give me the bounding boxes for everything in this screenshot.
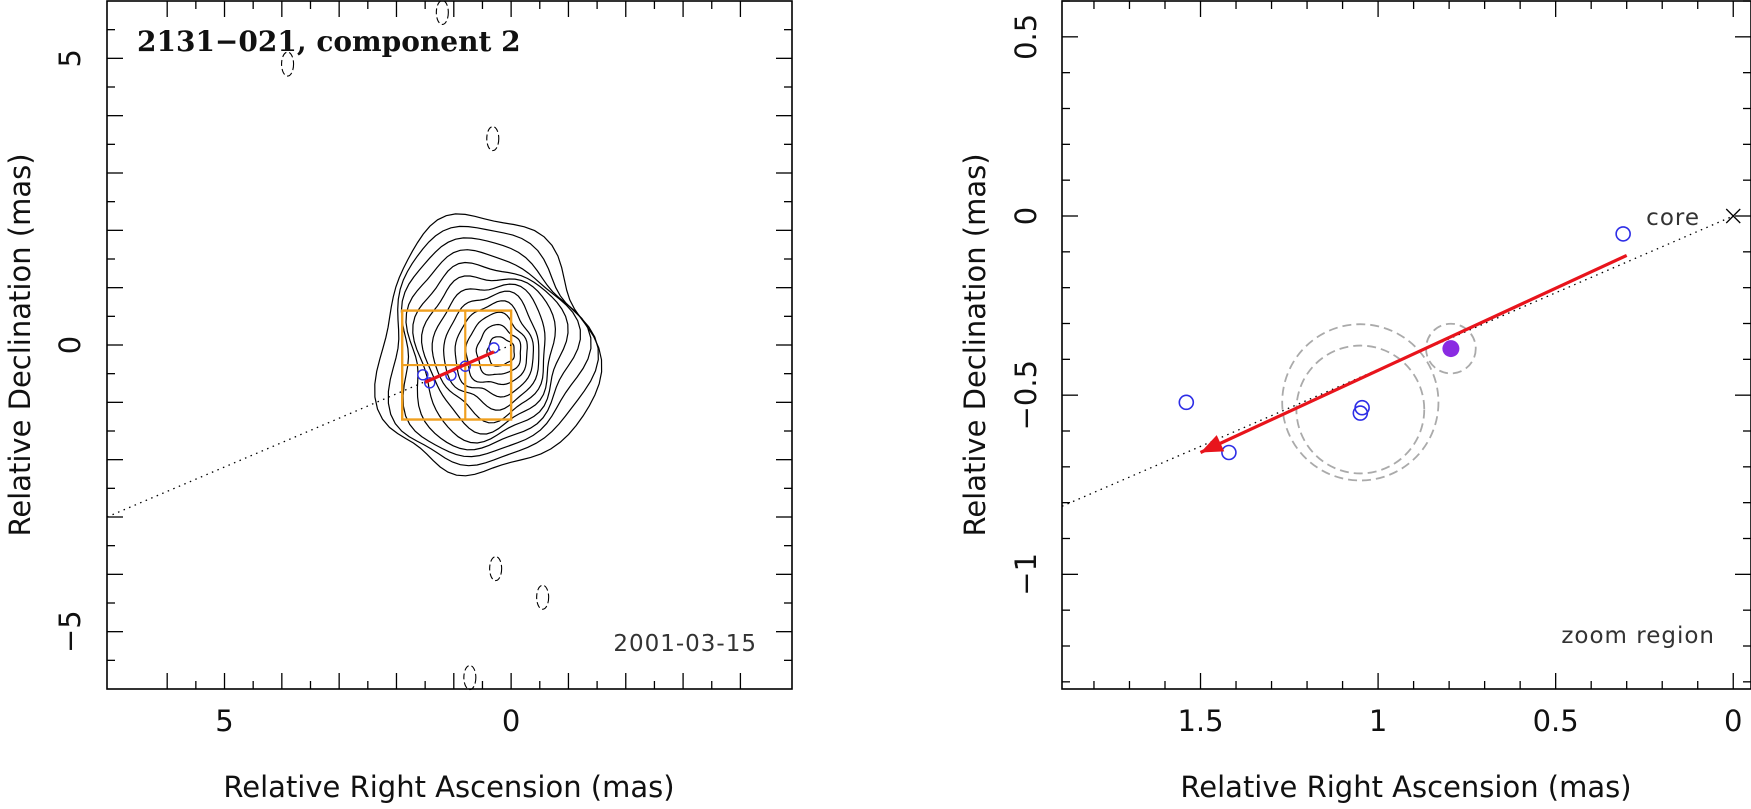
y-tick-label: 0.5 bbox=[1009, 14, 1043, 60]
component-marker bbox=[1178, 394, 1195, 411]
p2-ticks: 1.5 1 0.5 0 0.5 0 −0.5 −1 bbox=[1009, 0, 1751, 738]
core-label: core bbox=[1646, 205, 1700, 231]
component-marker bbox=[1615, 226, 1631, 242]
p1-x-axis-title: Relative Right Ascension (mas) bbox=[223, 770, 674, 804]
uncertainty-circle bbox=[1295, 344, 1426, 475]
p2-data-layer bbox=[1061, 208, 1741, 507]
x-tick-label: 0 bbox=[1724, 704, 1742, 738]
negative-contour bbox=[463, 664, 477, 691]
contour-level bbox=[486, 336, 515, 367]
x-tick-label: 5 bbox=[215, 704, 233, 738]
negative-contour bbox=[489, 556, 503, 582]
p1-y-axis-title: Relative Declination (mas) bbox=[3, 153, 37, 536]
contour-level bbox=[454, 300, 534, 398]
negative-contour bbox=[435, 0, 449, 26]
component-marker bbox=[424, 377, 436, 389]
negative-contour bbox=[536, 584, 550, 610]
negative-contour bbox=[281, 51, 295, 77]
highlighted-component bbox=[1442, 340, 1460, 358]
x-tick-label: 1 bbox=[1369, 704, 1387, 738]
motion-vector bbox=[424, 350, 495, 384]
contour-level bbox=[420, 275, 557, 435]
x-tick-label: 1.5 bbox=[1177, 704, 1223, 738]
y-tick-label: −0.5 bbox=[1009, 360, 1043, 430]
contour-level bbox=[405, 249, 581, 451]
x-tick-label: 0 bbox=[502, 704, 520, 738]
p1-ticks: 5 0 5 0 −5 bbox=[53, 1, 792, 738]
motion-vector bbox=[1199, 253, 1628, 454]
contour-level bbox=[387, 225, 599, 467]
p2-y-axis-title: Relative Declination (mas) bbox=[958, 153, 992, 536]
contour-level bbox=[374, 213, 603, 477]
source-title: 2131−021, component 2 bbox=[137, 25, 521, 58]
p2-plot-frame bbox=[1061, 0, 1751, 690]
contour-map-panel: 5 050−5 2131−021, component 2 2001-03-15 … bbox=[3, 0, 793, 804]
observation-epoch: 2001-03-15 bbox=[613, 631, 757, 657]
contour-level bbox=[465, 311, 528, 386]
x-tick-label: 0.5 bbox=[1533, 704, 1579, 738]
y-tick-label: −1 bbox=[1009, 553, 1043, 596]
y-tick-label: −5 bbox=[53, 610, 87, 653]
component-marker bbox=[488, 342, 500, 354]
p2-x-axis-title: Relative Right Ascension (mas) bbox=[1180, 770, 1631, 804]
component-marker bbox=[1354, 399, 1370, 416]
component-marker bbox=[1221, 444, 1237, 461]
contour-set bbox=[374, 213, 603, 477]
contour-level bbox=[431, 283, 546, 424]
contour-level bbox=[400, 237, 592, 458]
p1-plot-frame bbox=[106, 0, 793, 690]
zoom-region-label: zoom region bbox=[1561, 623, 1715, 649]
component-marker bbox=[417, 369, 429, 381]
y-tick-label: 0 bbox=[53, 336, 87, 354]
core-marker bbox=[1725, 208, 1741, 224]
contour-level bbox=[442, 290, 540, 411]
uncertainty-circle bbox=[1281, 323, 1440, 482]
zoom-panel: 1.5 1 0.5 0 0.5 0 −0.5 −1 core zoom region Rela… bbox=[958, 0, 1751, 804]
motion-vector-arrowhead bbox=[1200, 435, 1225, 453]
p1-data-layer bbox=[106, 342, 512, 518]
y-tick-label: 5 bbox=[53, 49, 87, 67]
y-tick-label: 0 bbox=[1009, 207, 1043, 225]
contour-level bbox=[412, 261, 569, 444]
negative-contour bbox=[486, 126, 500, 152]
contour-level bbox=[475, 323, 522, 376]
